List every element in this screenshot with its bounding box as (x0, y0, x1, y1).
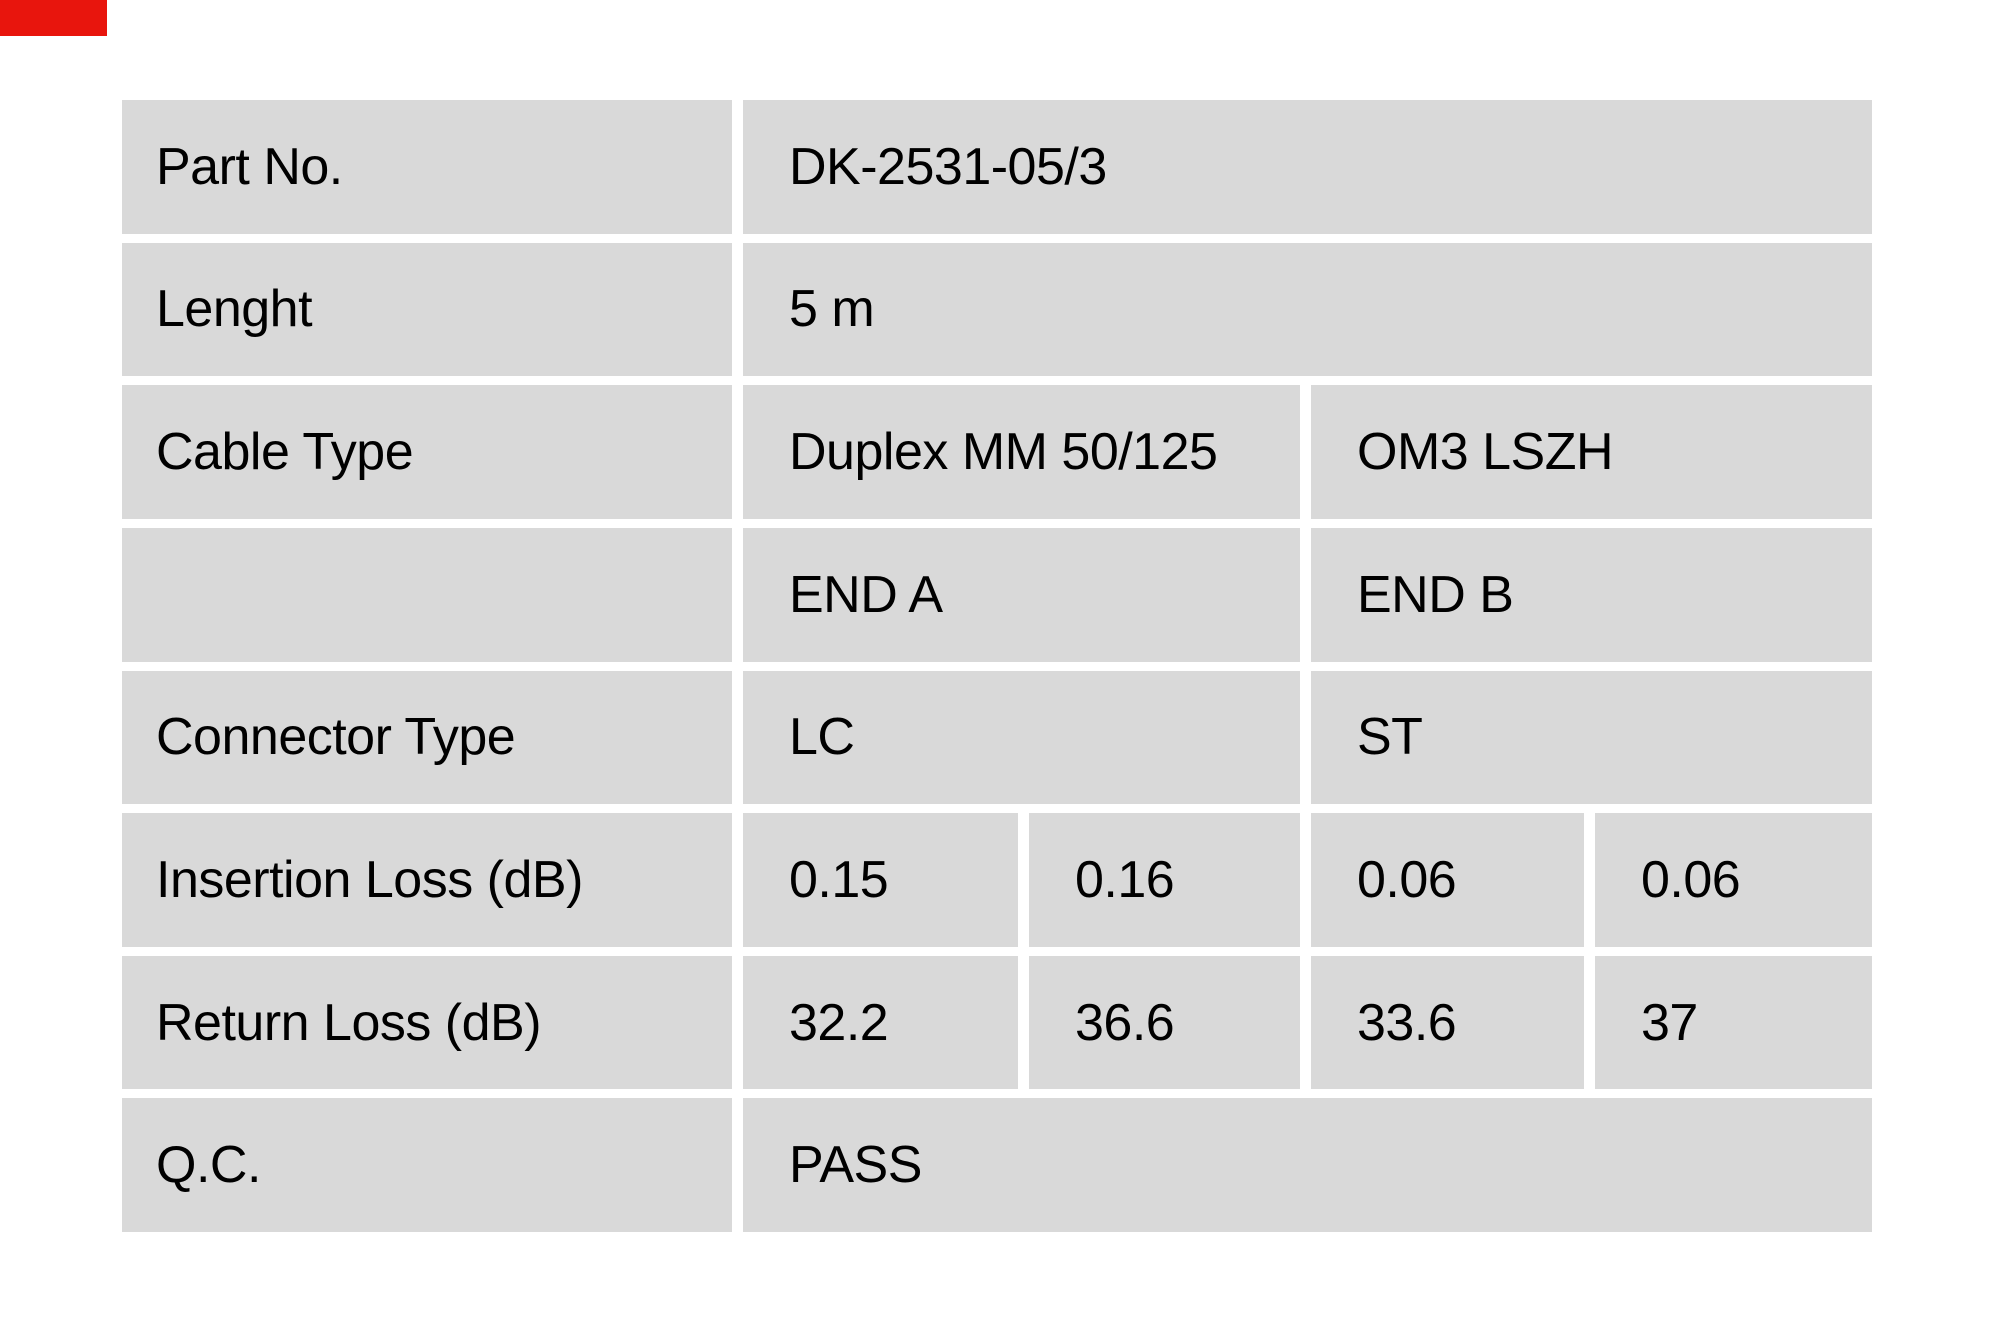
insertion-loss-end-b-2-cell: 0.06 (1595, 813, 1872, 947)
insertion-loss-label-cell: Insertion Loss (dB) (122, 813, 732, 947)
insertion-loss-end-a-2-cell: 0.16 (1029, 813, 1300, 947)
length-label-cell: Lenght (122, 242, 732, 377)
connector-end-a-cell: LC (743, 670, 1300, 805)
end-a-header-cell: END A (743, 527, 1300, 662)
return-loss-label-cell: Return Loss (dB) (122, 955, 732, 1090)
return-loss-end-b-1-cell: 33.6 (1311, 955, 1584, 1090)
return-loss-end-a-2-cell: 36.6 (1029, 955, 1300, 1090)
return-loss-end-b-2-cell: 37 (1595, 955, 1872, 1090)
insertion-loss-end-a-1-cell: 0.15 (743, 813, 1018, 947)
insertion-loss-end-b-1-cell: 0.06 (1311, 813, 1584, 947)
empty-spacer-cell (122, 527, 732, 662)
part-no-value-cell: DK-2531-05/3 (743, 100, 1872, 234)
return-loss-end-a-1-cell: 32.2 (743, 955, 1018, 1090)
part-no-label-cell: Part No. (122, 100, 732, 234)
qc-label-cell: Q.C. (122, 1098, 732, 1232)
cable-type-lszh-cell: OM3 LSZH (1311, 385, 1872, 519)
end-b-header-cell: END B (1311, 527, 1872, 662)
connector-type-label-cell: Connector Type (122, 670, 732, 805)
red-corner-strip (0, 0, 107, 36)
cable-qc-spec-table: Part No. DK-2531-05/3 Lenght 5 m Cable T… (122, 100, 1872, 1232)
connector-end-b-cell: ST (1311, 670, 1872, 805)
qc-value-cell: PASS (743, 1098, 1872, 1232)
length-value-cell: 5 m (743, 242, 1872, 377)
cable-type-label-cell: Cable Type (122, 385, 732, 519)
cable-type-value-cell: Duplex MM 50/125 (743, 385, 1300, 519)
